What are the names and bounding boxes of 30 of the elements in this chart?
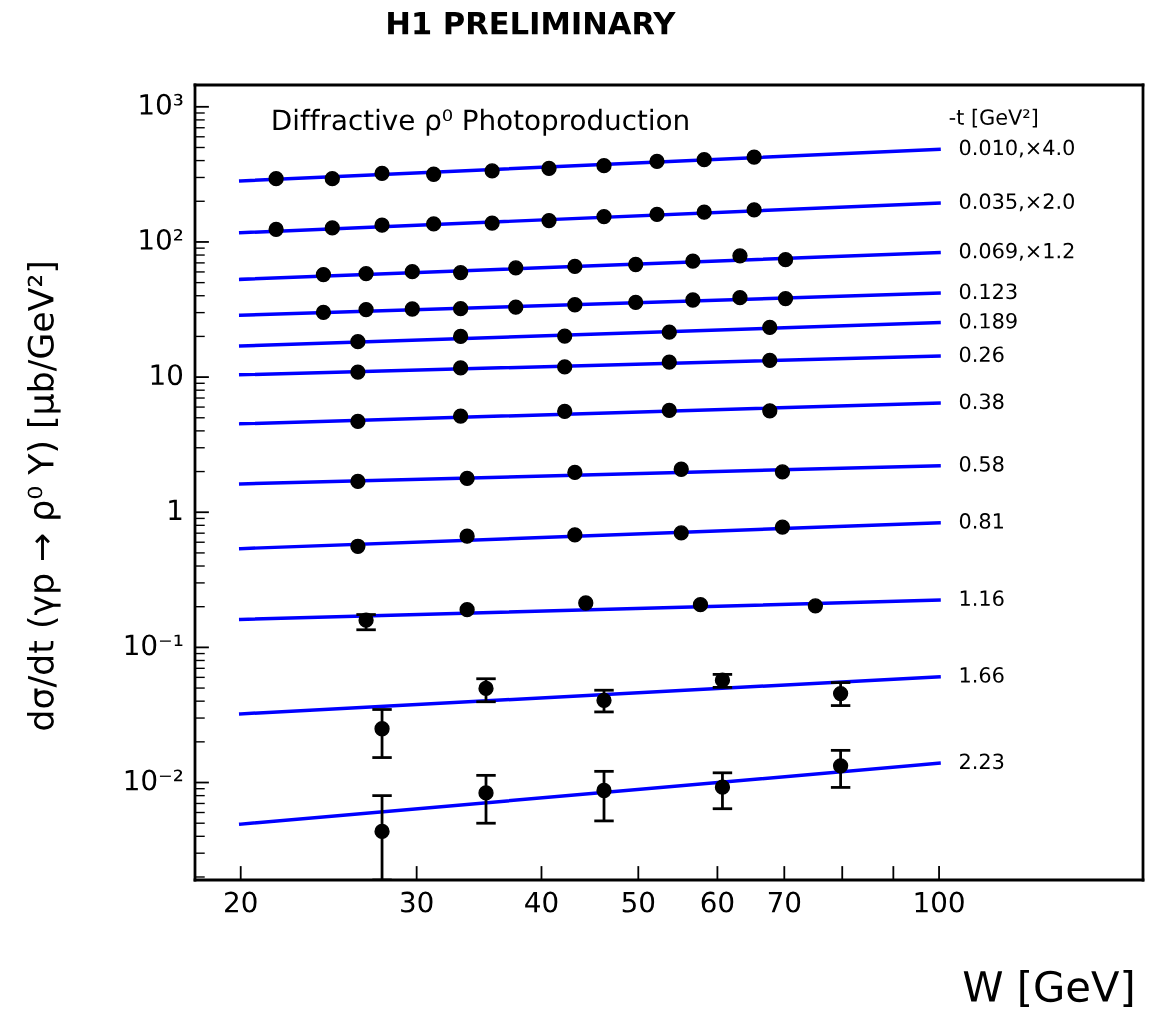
- series-label: 2.23: [960, 753, 1004, 770]
- x-axis-title: W [GeV]: [963, 969, 1133, 1008]
- x-tick-label: 100: [915, 891, 964, 913]
- series-label: 1.66: [960, 667, 1004, 683]
- y-tick-label: 10⁻¹: [125, 634, 183, 656]
- series-label: 0.38: [959, 393, 1004, 410]
- chart-title: H1 PRELIMINARY: [388, 11, 676, 35]
- series-label: 0.035,×2.0: [959, 193, 1074, 212]
- annotation: Diffractive ρ⁰ Photoproduction: [273, 108, 688, 136]
- x-tick-label: 30: [401, 891, 433, 913]
- x-tick-label: 50: [622, 891, 655, 913]
- series-label: 0.189: [959, 312, 1017, 329]
- x-tick-label: 60: [701, 891, 734, 913]
- y-tick-label: 10³: [140, 93, 183, 115]
- x-tick-label: 20: [225, 891, 257, 913]
- y-axis-title: dσ/dt (γp → ρ⁰ Y) [μb/GeV²]: [27, 263, 61, 730]
- series-label: 0.010,×4.0: [959, 139, 1074, 158]
- series-label: 0.069,×1.2: [959, 242, 1074, 261]
- y-tick-label: 1: [169, 499, 182, 520]
- x-tick-label: 70: [768, 891, 801, 913]
- series-label: 0.26: [959, 346, 1004, 363]
- series-label: 0.58: [959, 455, 1004, 472]
- legend-title: -t [GeV²]: [949, 108, 1037, 128]
- y-tick-label: 10²: [140, 229, 183, 251]
- y-tick-label: 10: [151, 364, 183, 386]
- x-tick-label: 40: [525, 891, 558, 913]
- y-tick-label: 10⁻²: [125, 769, 183, 791]
- series-label: 1.16: [960, 590, 1004, 607]
- series-label: 0.81: [959, 513, 1003, 529]
- series-label: 0.123: [959, 283, 1017, 300]
